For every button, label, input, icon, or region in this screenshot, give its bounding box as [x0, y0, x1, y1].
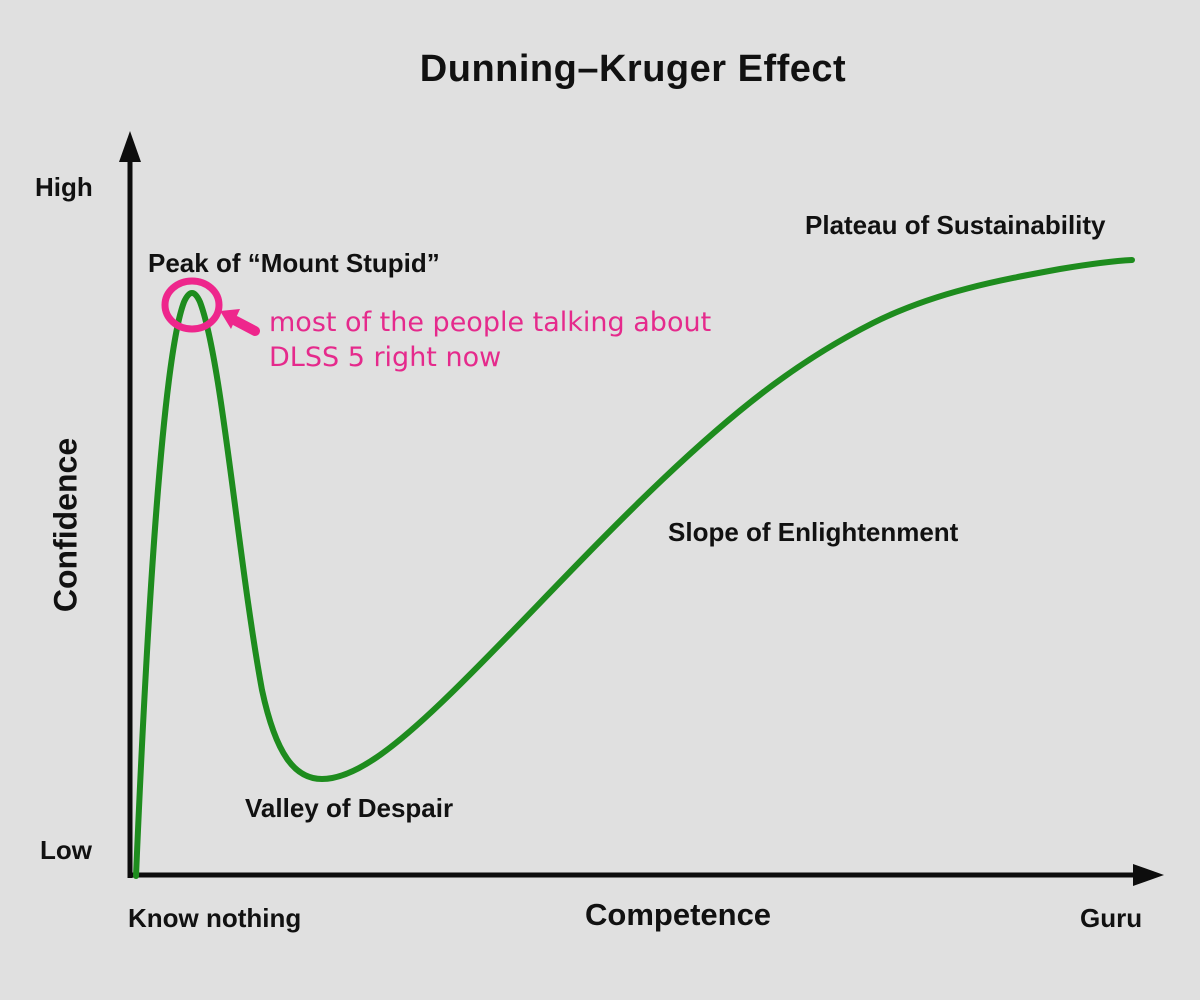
x-tick-max-label: Guru — [1080, 903, 1143, 933]
y-tick-low-label: Low — [40, 835, 92, 865]
peak-highlight-circle-icon — [161, 277, 223, 333]
y-tick-high-label: High — [35, 172, 93, 202]
peak-annotation-line2: DLSS 5 right now — [269, 342, 502, 373]
x-tick-min-label: Know nothing — [128, 903, 302, 933]
chart-title: Dunning–Kruger Effect — [419, 48, 847, 90]
y-axis-label: Confidence — [47, 437, 84, 613]
y-axis-arrowhead-icon — [119, 131, 141, 162]
annotation-arrow-icon — [220, 309, 260, 336]
peak-annotation-note: most of the people talking about DLSS 5 … — [269, 305, 711, 375]
x-axis-arrowhead-icon — [1133, 864, 1164, 886]
slope-label: Slope of Enlightenment — [668, 517, 959, 547]
confidence-curve — [133, 257, 1135, 879]
peak-annotation-line1: most of the people talking about — [269, 307, 712, 338]
valley-label: Valley of Despair — [245, 793, 454, 823]
plateau-label: Plateau of Sustainability — [805, 210, 1106, 240]
x-axis-label: Competence — [585, 897, 772, 932]
peak-label: Peak of “Mount Stupid” — [148, 248, 440, 278]
